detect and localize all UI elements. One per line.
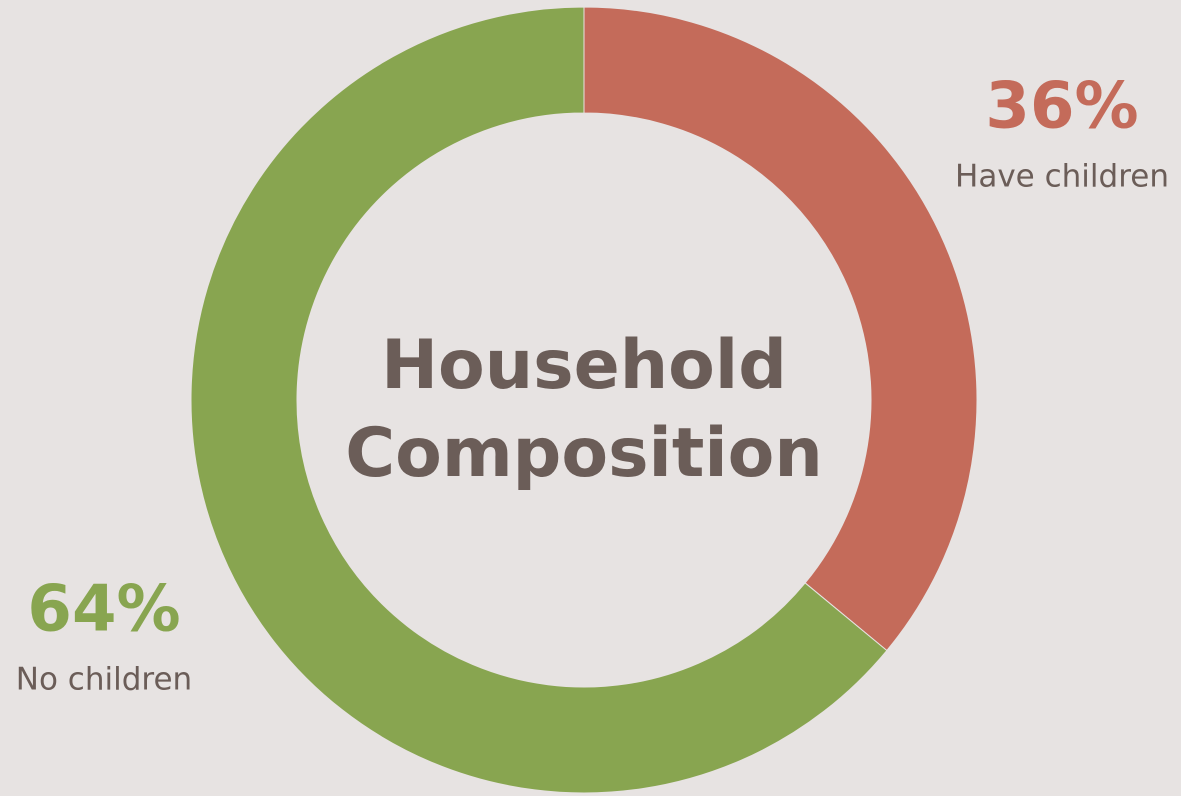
category-label: Have children xyxy=(955,159,1169,195)
value-label: 36% xyxy=(985,70,1138,144)
donut-segment xyxy=(190,6,888,794)
value-label: 64% xyxy=(27,573,180,647)
category-label: No children xyxy=(16,662,192,698)
chart-title: Household Composition xyxy=(345,326,823,493)
donut-segment xyxy=(583,6,978,652)
